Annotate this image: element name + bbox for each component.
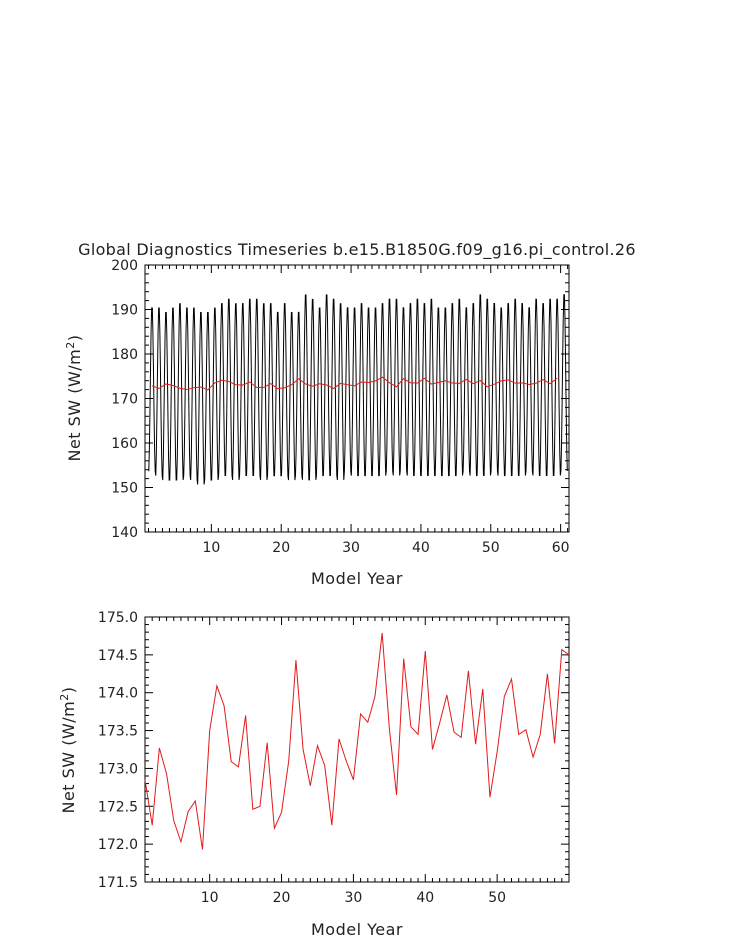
y-tick-label: 160 bbox=[111, 436, 138, 452]
top-tick-marks bbox=[145, 264, 569, 533]
bottom-series-group bbox=[144, 632, 570, 850]
y-tick-label: 172.0 bbox=[98, 837, 138, 853]
bottom-annual-mean-chart: 10 20 30 40 50 171.5 172.0 172.5 173.0 173.5 174.… bbox=[58, 610, 570, 939]
bottom-x-tick-labels: 10 20 30 40 50 bbox=[201, 890, 506, 906]
bottom-x-axis-label: Model Year bbox=[311, 920, 403, 939]
y-tick-label: 190 bbox=[111, 303, 138, 319]
top-timeseries-chart: 10 20 30 40 50 60 140 150 160 170 180 190 200 Model… bbox=[64, 258, 570, 588]
top-y-tick-labels: 140 150 160 170 180 190 200 bbox=[111, 258, 138, 541]
x-tick-label: 30 bbox=[342, 540, 360, 556]
x-tick-label: 50 bbox=[482, 540, 500, 556]
top-x-tick-labels: 10 20 30 40 50 60 bbox=[202, 540, 569, 556]
bottom-y-axis-label: Net SW (W/m2) bbox=[58, 686, 78, 813]
x-tick-label: 50 bbox=[488, 890, 506, 906]
y-tick-label: 170 bbox=[111, 392, 138, 408]
y-tick-label: 174.5 bbox=[98, 648, 138, 664]
chart-title: Global Diagnostics Timeseries b.e15.B185… bbox=[78, 240, 636, 260]
x-tick-label: 40 bbox=[412, 540, 430, 556]
top-y-axis-label: Net SW (W/m2) bbox=[64, 334, 84, 461]
x-tick-label: 20 bbox=[273, 890, 291, 906]
y-tick-label: 200 bbox=[111, 258, 138, 274]
x-tick-label: 10 bbox=[201, 890, 219, 906]
x-tick-label: 40 bbox=[416, 890, 434, 906]
y-tick-label: 171.5 bbox=[98, 875, 138, 891]
top-plot-frame bbox=[144, 264, 570, 533]
bottom-tick-marks bbox=[144, 616, 570, 883]
bottom-y-tick-labels: 171.5 172.0 172.5 173.0 173.5 174.0 174.5 175.0 bbox=[98, 610, 138, 891]
y-tick-label: 140 bbox=[111, 525, 138, 541]
x-tick-label: 30 bbox=[344, 890, 362, 906]
top-x-axis-label: Model Year bbox=[311, 569, 403, 588]
series-line-1 bbox=[148, 294, 568, 485]
y-tick-label: 175.0 bbox=[98, 610, 138, 626]
y-tick-label: 180 bbox=[111, 347, 138, 363]
y-tick-label: 174.0 bbox=[98, 686, 138, 702]
x-tick-label: 20 bbox=[272, 540, 290, 556]
top-series-group bbox=[148, 294, 568, 485]
series-line-2 bbox=[151, 376, 558, 391]
x-tick-label: 60 bbox=[552, 540, 570, 556]
series-line-1 bbox=[144, 632, 570, 850]
y-tick-label: 173.5 bbox=[98, 724, 138, 740]
x-tick-label: 10 bbox=[202, 540, 220, 556]
y-tick-label: 150 bbox=[111, 481, 138, 497]
bottom-plot-frame bbox=[144, 616, 570, 883]
y-tick-label: 173.0 bbox=[98, 761, 138, 777]
y-tick-label: 172.5 bbox=[98, 799, 138, 815]
